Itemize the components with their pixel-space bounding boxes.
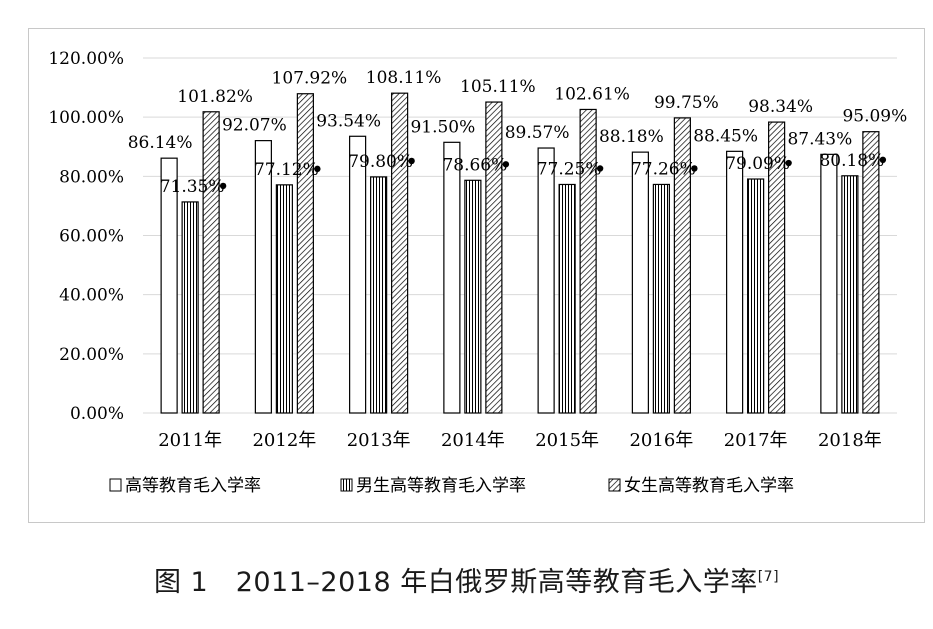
bar-vertical [181,201,199,414]
x-tick-label: 2016年 [629,430,693,451]
label-marker-dot [691,165,698,172]
bar-diagonal [391,92,409,414]
data-label: 105.11% [460,77,536,97]
figure-caption: 图 1 2011–2018 年白俄罗斯高等教育毛入学率[7] [0,560,933,599]
bar-diagonal [579,108,597,414]
data-label: 95.09% [842,107,907,127]
bar-diagonal [296,93,314,414]
legend-swatch-vertical [340,478,353,492]
data-label: 99.75% [654,93,719,113]
legend-label: 女生高等教育毛入学率 [624,476,794,496]
y-tick-label: 20.00% [59,345,124,365]
label-marker-dot [314,165,321,173]
data-label: 79.09% [725,154,790,174]
data-label: 88.45% [693,126,758,146]
label-marker-dot [408,157,415,165]
bar-vertical [747,178,765,414]
data-label: 89.57% [505,123,570,143]
y-tick-label: 40.00% [59,286,124,306]
legend-swatch-diagonal [608,478,621,492]
bar-diagonal [673,117,691,414]
caption-text: 图 1 2011–2018 年白俄罗斯高等教育毛入学率 [153,567,758,598]
bar-vertical [275,184,293,414]
x-tick-label: 2013年 [347,430,411,451]
y-tick-label: 120.00% [48,49,124,69]
bar-blank [349,135,367,414]
chart-frame [28,28,925,523]
data-label: 77.25% [537,159,602,179]
label-marker-dot [879,156,887,164]
data-label: 71.35% [160,177,225,197]
bar-vertical [652,183,670,414]
bar-blank [160,157,178,414]
x-tick-label: 2018年 [818,430,882,451]
x-tick-label: 2015年 [535,430,599,451]
bar-diagonal [202,111,220,414]
caption-reference: [7] [757,569,780,585]
bar-blank [631,151,649,414]
y-tick-label: 0.00% [70,404,124,424]
data-label: 101.82% [177,87,253,107]
label-marker-dot [502,161,510,168]
y-axis-ticks: 0.00% 20.00% 40.00% 60.00% 80.00% 100.00% 120.… [48,49,124,424]
legend-swatch-blank [109,478,122,492]
bar-diagonal [485,101,503,414]
bar-blank [254,140,272,414]
bar-diagonal [768,121,786,414]
data-label: 93.54% [316,111,381,131]
data-label: 108.11% [366,68,442,88]
label-marker-dot [219,182,227,190]
y-tick-label: 80.00% [59,167,124,187]
bar-vertical [464,179,482,414]
legend-label: 高等教育毛入学率 [125,476,261,496]
data-label: 91.50% [410,117,475,137]
bar-blank [537,147,555,414]
bar-blank [820,153,838,414]
bar-diagonal [862,131,880,414]
bar-vertical [841,175,859,414]
legend-label: 男生高等教育毛入学率 [356,476,526,496]
data-label: 102.61% [554,84,630,104]
data-label: 78.66% [442,155,507,175]
data-labels: 86.14% 71.35% 101.82% 92.07% 77.12% 107.92% 93… [128,68,908,197]
data-label: 77.26% [631,159,696,179]
data-label: 92.07% [222,116,287,136]
x-tick-label: 2017年 [724,430,788,451]
data-label: 80.18% [819,151,884,171]
x-axis-ticks: 2011年 2012年 2013年 2014年 2015年 2016年 2017年 2018年 [158,430,882,451]
bar-blank [726,150,744,414]
data-label: 98.34% [748,97,813,117]
y-tick-label: 100.00% [48,108,124,128]
data-label: 86.14% [128,133,193,153]
label-marker-dot [785,159,792,167]
bar-vertical [370,176,388,414]
bars [160,92,880,414]
legend: 高等教育毛入学率 男生高等教育毛入学率 女生高等教育毛入学率 [109,476,794,496]
data-label: 77.12% [254,160,319,180]
x-tick-label: 2014年 [441,430,505,451]
data-label: 87.43% [787,129,852,149]
bar-blank [443,141,461,414]
x-tick-label: 2012年 [252,430,316,451]
bar-vertical [558,183,576,414]
data-label: 88.18% [599,127,664,147]
label-marker-dot [596,165,604,172]
x-tick-label: 2011年 [158,430,222,451]
data-label: 79.80% [348,152,413,172]
y-tick-label: 60.00% [59,227,124,247]
data-label: 107.92% [272,69,348,89]
